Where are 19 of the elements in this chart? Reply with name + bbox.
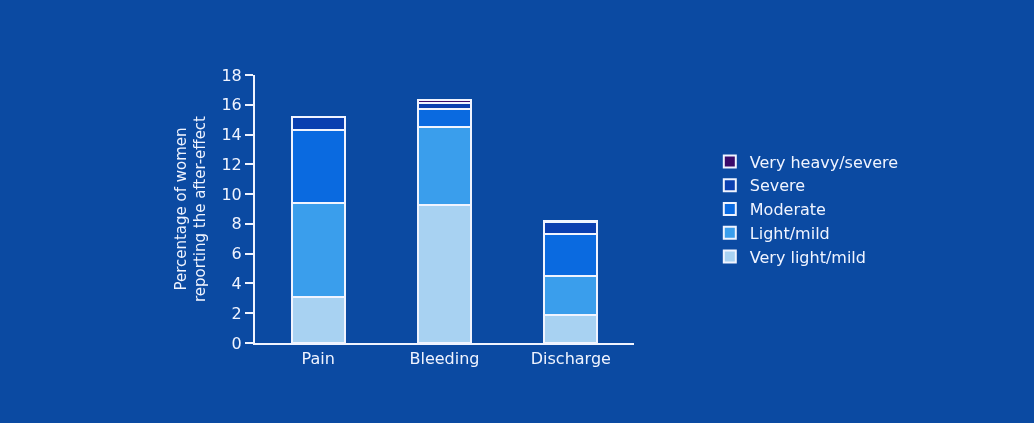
- y-tick-label: 4: [231, 274, 242, 294]
- y-tick-label: 12: [221, 154, 242, 174]
- y-tick-label: 2: [231, 303, 242, 323]
- legend-label: Severe: [749, 176, 806, 196]
- legend-label: Moderate: [749, 200, 826, 220]
- legend-label: Very heavy/severe: [749, 152, 899, 172]
- y-tick-label: 10: [221, 184, 242, 204]
- legend-label: Light/mild: [749, 224, 830, 244]
- y-tick-label: 14: [221, 125, 242, 145]
- y-tick-label: 16: [221, 95, 242, 115]
- y-axis-title: Percentage of women reporting the after-effect: [171, 115, 210, 303]
- y-tick-label: 6: [231, 244, 242, 264]
- x-tick-label: Bleeding: [409, 349, 480, 369]
- legend-label: Very light/mild: [749, 247, 866, 267]
- y-tick-label: 18: [221, 65, 242, 85]
- x-tick-label: Discharge: [530, 349, 611, 369]
- y-tick-label: 0: [231, 333, 242, 353]
- y-tick-label: 8: [231, 214, 242, 234]
- x-tick-label: Pain: [301, 349, 335, 369]
